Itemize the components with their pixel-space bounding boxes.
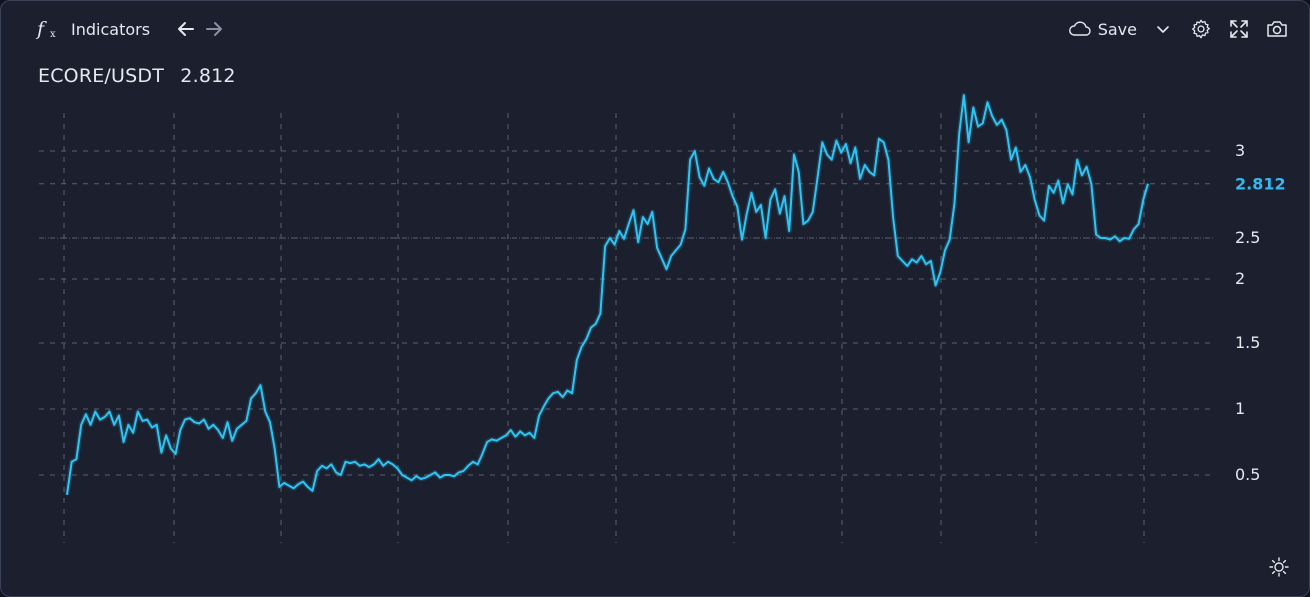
camera-icon — [1267, 21, 1287, 37]
indicators-label: Indicators — [71, 19, 151, 39]
y-tick-label: 0.5 — [1235, 465, 1260, 484]
y-tick-label: 3 — [1235, 141, 1245, 160]
gear-icon — [1192, 19, 1210, 39]
screenshot-button[interactable] — [1265, 17, 1289, 41]
save-button[interactable]: Save — [1068, 20, 1137, 39]
cloud-icon — [1068, 21, 1091, 36]
current-price: 2.812 — [180, 65, 236, 87]
y-tick-label: 1.5 — [1235, 333, 1260, 352]
history-nav — [177, 15, 223, 43]
fullscreen-button[interactable] — [1227, 17, 1251, 41]
y-tick-label: 1 — [1235, 399, 1245, 418]
pair-label: ECORE/USDT — [38, 65, 165, 87]
expand-icon — [1230, 20, 1248, 38]
settings-button[interactable] — [1189, 17, 1213, 41]
chevron-down-icon — [1157, 26, 1169, 33]
last-price-label: 2.812 — [1235, 175, 1286, 194]
save-label: Save — [1097, 19, 1137, 39]
arrow-left-icon[interactable] — [177, 20, 195, 38]
price-line-glow — [64, 92, 1151, 496]
chart-title: ECORE/USDT 2.812 — [38, 65, 246, 87]
toolbar-actions: Save — [1068, 15, 1289, 43]
y-tick-label: 2 — [1235, 269, 1245, 288]
save-dropdown-button[interactable] — [1151, 17, 1175, 41]
arrow-right-icon[interactable] — [205, 20, 223, 38]
price-line[interactable] — [66, 94, 1149, 495]
sun-icon — [1269, 557, 1289, 577]
y-tick-label: 2.5 — [1235, 228, 1260, 247]
theme-toggle-button[interactable] — [1269, 557, 1289, 577]
